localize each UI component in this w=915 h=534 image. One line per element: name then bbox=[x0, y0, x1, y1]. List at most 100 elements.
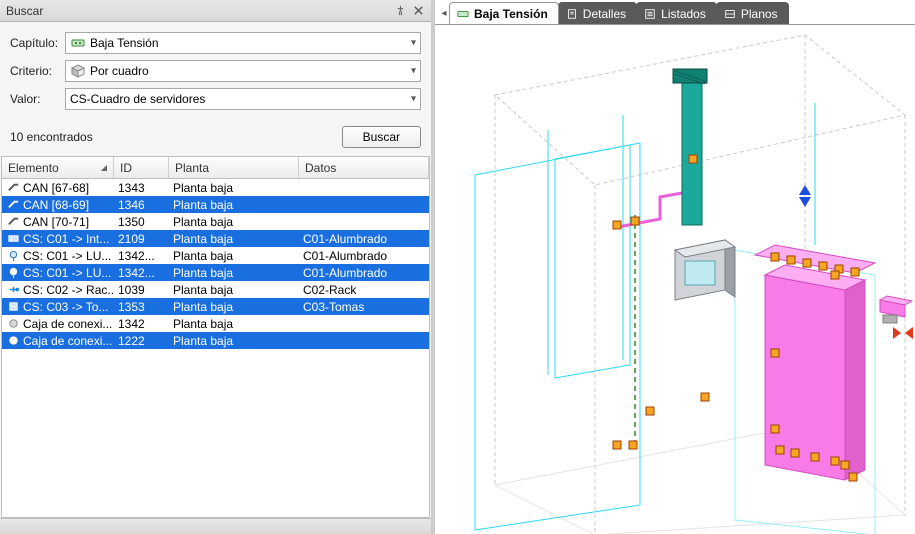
viewport-panel: ◂ Baja Tensión Detalles Listados Planos bbox=[435, 0, 915, 534]
results-table: Elemento ◢ ID Planta Datos CAN [67-68]13… bbox=[1, 156, 430, 518]
cell-elemento: CAN [70-71] bbox=[23, 215, 89, 229]
cable-icon bbox=[6, 198, 20, 212]
pin-icon[interactable] bbox=[393, 4, 407, 18]
search-button[interactable]: Buscar bbox=[342, 126, 421, 148]
cell-id: 1222 bbox=[114, 334, 169, 348]
cell-datos: C03-Tomas bbox=[299, 300, 429, 314]
cell-id: 1342... bbox=[114, 249, 169, 263]
cell-id: 1039 bbox=[114, 283, 169, 297]
plan-icon bbox=[723, 7, 737, 21]
panel-footer bbox=[0, 518, 431, 534]
cell-planta: Planta baja bbox=[169, 283, 299, 297]
cell-planta: Planta baja bbox=[169, 232, 299, 246]
tab-prev-icon[interactable]: ◂ bbox=[439, 2, 449, 24]
valor-combo[interactable]: CS-Cuadro de servidores ▾ bbox=[65, 88, 421, 110]
cube-icon bbox=[70, 63, 86, 79]
table-row[interactable]: CS: C02 -> Rac...1039Planta bajaC02-Rack bbox=[2, 281, 429, 298]
viewport-3d[interactable] bbox=[435, 24, 915, 534]
table-row[interactable]: CS: C01 -> LU...1342...Planta bajaC01-Al… bbox=[2, 264, 429, 281]
box-icon bbox=[6, 317, 20, 331]
col-datos[interactable]: Datos bbox=[299, 157, 429, 178]
cell-id: 1342 bbox=[114, 317, 169, 331]
chevron-down-icon: ▾ bbox=[411, 66, 416, 77]
cell-id: 2109 bbox=[114, 232, 169, 246]
capitulo-value: Baja Tensión bbox=[90, 36, 159, 50]
table-row[interactable]: CAN [67-68]1343Planta baja bbox=[2, 179, 429, 196]
tab-listados[interactable]: Listados bbox=[636, 2, 717, 24]
cell-id: 1342... bbox=[114, 266, 169, 280]
tab-label: Listados bbox=[661, 7, 706, 21]
cell-datos: C01-Alumbrado bbox=[299, 232, 429, 246]
table-row[interactable]: CS: C03 -> To... 1353Planta bajaC03-Tomas bbox=[2, 298, 429, 315]
bt-icon bbox=[70, 35, 86, 51]
cell-elemento: CS: C03 -> To... bbox=[23, 300, 108, 314]
cell-planta: Planta baja bbox=[169, 198, 299, 212]
cell-id: 1350 bbox=[114, 215, 169, 229]
cable-icon bbox=[6, 215, 20, 229]
cell-elemento: CS: C02 -> Rac... bbox=[23, 283, 114, 297]
cell-datos: C01-Alumbrado bbox=[299, 249, 429, 263]
table-body: CAN [67-68]1343Planta baja CAN [68-69] 134… bbox=[2, 179, 429, 517]
col-elemento[interactable]: Elemento ◢ bbox=[2, 157, 114, 178]
plug-icon bbox=[6, 283, 20, 297]
tab-baja-tensión[interactable]: Baja Tensión bbox=[449, 2, 559, 24]
criterio-combo[interactable]: Por cuadro ▾ bbox=[65, 60, 421, 82]
tab-label: Planos bbox=[741, 7, 778, 21]
col-id[interactable]: ID bbox=[114, 157, 169, 178]
cell-elemento: Caja de conexi... bbox=[23, 317, 112, 331]
box-icon bbox=[6, 334, 20, 348]
table-row[interactable]: CS: C01 -> Int... 2109Planta bajaC01-Alum… bbox=[2, 230, 429, 247]
doc-icon bbox=[565, 7, 579, 21]
socket-icon bbox=[6, 300, 20, 314]
cell-elemento: CS: C01 -> LU... bbox=[23, 249, 111, 263]
capitulo-combo[interactable]: Baja Tensión ▾ bbox=[65, 32, 421, 54]
cell-planta: Planta baja bbox=[169, 300, 299, 314]
cell-datos: C02-Rack bbox=[299, 283, 429, 297]
valor-value: CS-Cuadro de servidores bbox=[70, 92, 205, 106]
chevron-down-icon: ▾ bbox=[411, 38, 416, 49]
cell-elemento: Caja de conexi... bbox=[23, 334, 112, 348]
cell-planta: Planta baja bbox=[169, 334, 299, 348]
circuit-icon bbox=[6, 232, 20, 246]
cable-icon bbox=[6, 181, 20, 195]
tab-bar: ◂ Baja Tensión Detalles Listados Planos bbox=[435, 0, 915, 24]
result-count: 10 encontrados bbox=[10, 130, 342, 144]
lamp-icon bbox=[6, 249, 20, 263]
table-row[interactable]: CS: C01 -> LU...1342...Planta bajaC01-Al… bbox=[2, 247, 429, 264]
cell-datos: C01-Alumbrado bbox=[299, 266, 429, 280]
search-panel: Buscar Capítulo: Baja Tensión ▾ bbox=[0, 0, 435, 534]
cell-elemento: CAN [67-68] bbox=[23, 181, 89, 195]
cell-planta: Planta baja bbox=[169, 266, 299, 280]
table-header: Elemento ◢ ID Planta Datos bbox=[2, 157, 429, 179]
table-row[interactable]: Caja de conexi...1222Planta baja bbox=[2, 332, 429, 349]
cell-elemento: CS: C01 -> Int... bbox=[23, 232, 109, 246]
cell-id: 1346 bbox=[114, 198, 169, 212]
col-planta[interactable]: Planta bbox=[169, 157, 299, 178]
cell-planta: Planta baja bbox=[169, 317, 299, 331]
close-icon[interactable] bbox=[411, 4, 425, 18]
lamp-icon bbox=[6, 266, 20, 280]
panel-header: Buscar bbox=[0, 0, 431, 22]
search-form: Capítulo: Baja Tensión ▾ Criterio: Por c… bbox=[0, 22, 431, 122]
capitulo-label: Capítulo: bbox=[10, 36, 65, 50]
valor-label: Valor: bbox=[10, 92, 65, 106]
scene-svg bbox=[435, 25, 915, 534]
tab-detalles[interactable]: Detalles bbox=[558, 2, 637, 24]
cell-elemento: CAN [68-69] bbox=[23, 198, 89, 212]
sort-indicator-icon: ◢ bbox=[101, 163, 107, 172]
cell-id: 1353 bbox=[114, 300, 169, 314]
tab-planos[interactable]: Planos bbox=[716, 2, 789, 24]
cell-planta: Planta baja bbox=[169, 181, 299, 195]
cell-elemento: CS: C01 -> LU... bbox=[23, 266, 111, 280]
table-row[interactable]: CAN [68-69] 1346Planta baja bbox=[2, 196, 429, 213]
cell-planta: Planta baja bbox=[169, 249, 299, 263]
criterio-label: Criterio: bbox=[10, 64, 65, 78]
list-icon bbox=[643, 7, 657, 21]
tab-label: Detalles bbox=[583, 7, 626, 21]
cell-planta: Planta baja bbox=[169, 215, 299, 229]
table-row[interactable]: CAN [70-71] 1350Planta baja bbox=[2, 213, 429, 230]
table-row[interactable]: Caja de conexi...1342Planta baja bbox=[2, 315, 429, 332]
chevron-down-icon: ▾ bbox=[411, 94, 416, 105]
bt-icon bbox=[456, 7, 470, 21]
criterio-value: Por cuadro bbox=[90, 64, 149, 78]
